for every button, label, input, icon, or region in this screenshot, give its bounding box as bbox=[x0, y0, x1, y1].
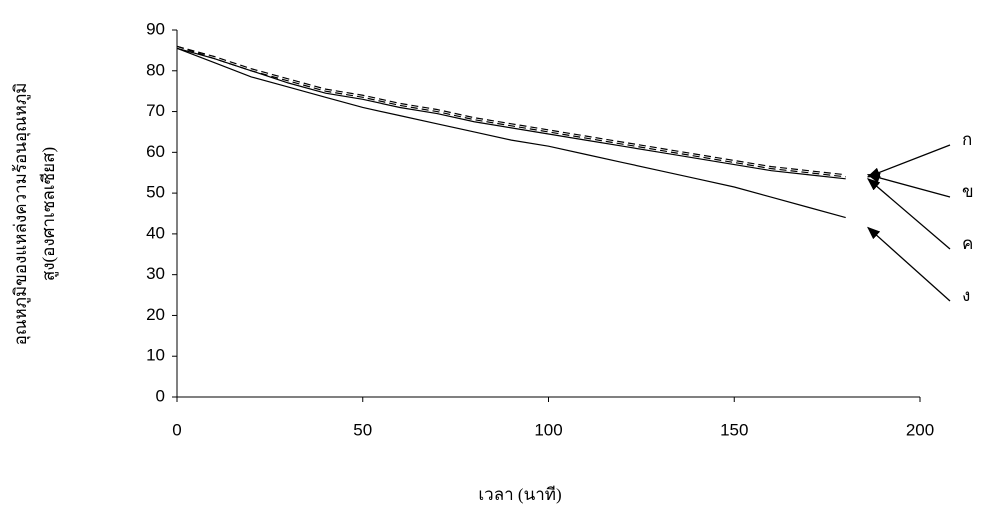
legend-label: ก bbox=[962, 130, 972, 149]
y-tick-label: 30 bbox=[146, 264, 165, 283]
x-tick-label: 50 bbox=[353, 420, 372, 439]
x-tick-label: 200 bbox=[906, 420, 934, 439]
y-tick-label: 40 bbox=[146, 223, 165, 242]
series-line bbox=[176, 45, 846, 176]
legend-label: ข bbox=[962, 182, 974, 201]
y-tick-label: 70 bbox=[146, 101, 165, 120]
series-line bbox=[176, 47, 846, 180]
y-tick-label: 10 bbox=[146, 346, 165, 365]
legend-label: ง bbox=[962, 286, 970, 305]
x-tick-label: 100 bbox=[534, 420, 562, 439]
y-tick-label: 20 bbox=[146, 305, 165, 324]
legend-label: ค bbox=[962, 234, 973, 253]
x-tick-label: 0 bbox=[172, 420, 181, 439]
legend-arrow bbox=[867, 177, 951, 250]
y-axis-label: อุณหภูมิของแหล่งความร้อนอุณหภูมิ bbox=[11, 83, 31, 346]
y-tick-label: 50 bbox=[146, 183, 165, 202]
legend-arrow bbox=[866, 144, 951, 178]
x-tick-label: 150 bbox=[720, 420, 748, 439]
series-line bbox=[176, 45, 846, 178]
y-axis-label: สูง(องศาเซลเซียส) bbox=[39, 147, 59, 281]
legend-arrow bbox=[866, 172, 951, 198]
y-tick-label: 80 bbox=[146, 60, 165, 79]
x-axis-label: เวลา (นาที) bbox=[478, 485, 561, 504]
series-line bbox=[176, 47, 846, 219]
y-tick-label: 0 bbox=[156, 386, 165, 405]
y-tick-label: 90 bbox=[146, 19, 165, 38]
legend-arrow bbox=[867, 226, 951, 302]
y-tick-label: 60 bbox=[146, 142, 165, 161]
